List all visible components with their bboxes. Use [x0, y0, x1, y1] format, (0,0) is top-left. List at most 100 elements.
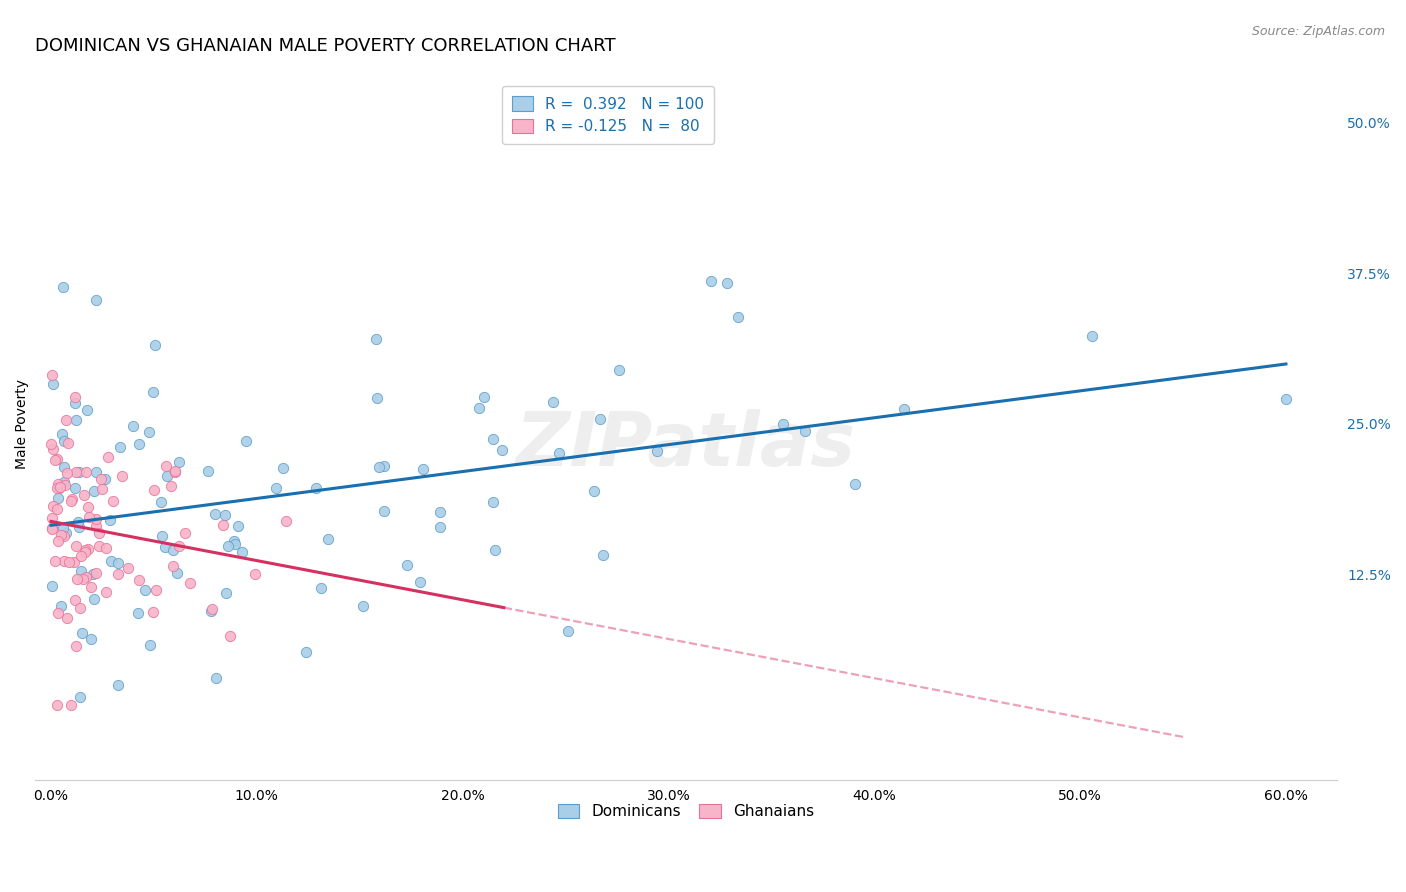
- Point: [645, 444, 668, 458]
- Point: [90, 471, 112, 485]
- Point: [231, 545, 253, 559]
- Point: [226, 518, 249, 533]
- Point: [56, 610, 79, 624]
- Point: [41, 436, 63, 450]
- Point: [65, 413, 87, 427]
- Point: [366, 392, 388, 406]
- Point: [62, 555, 84, 569]
- Point: [142, 483, 165, 497]
- Point: [204, 508, 226, 522]
- Point: [107, 678, 129, 692]
- Point: [41, 521, 63, 535]
- Point: [46, 607, 69, 621]
- Point: [412, 462, 434, 476]
- Point: [55, 526, 77, 541]
- Y-axis label: Male Poverty: Male Poverty: [15, 379, 30, 469]
- Point: [41, 499, 63, 513]
- Point: [63, 592, 86, 607]
- Point: [46, 698, 69, 713]
- Point: [122, 418, 145, 433]
- Point: [482, 495, 505, 509]
- Point: [66, 572, 89, 586]
- Point: [63, 396, 86, 410]
- Point: [72, 572, 94, 586]
- Point: [65, 465, 87, 479]
- Point: [46, 502, 69, 516]
- Point: [582, 483, 605, 498]
- Point: [69, 690, 91, 705]
- Point: [295, 645, 318, 659]
- Point: [41, 368, 63, 382]
- Point: [142, 605, 165, 619]
- Point: [65, 540, 87, 554]
- Point: [84, 512, 107, 526]
- Point: [52, 520, 75, 534]
- Point: [589, 411, 612, 425]
- Point: [219, 629, 242, 643]
- Point: [69, 549, 91, 563]
- Point: [150, 529, 173, 543]
- Point: [59, 698, 82, 713]
- Point: [169, 455, 191, 469]
- Point: [58, 555, 80, 569]
- Point: [224, 537, 246, 551]
- Point: [1081, 329, 1104, 343]
- Point: [73, 488, 96, 502]
- Point: [117, 561, 139, 575]
- Point: [484, 542, 506, 557]
- Point: [49, 480, 72, 494]
- Point: [100, 554, 122, 568]
- Point: [41, 579, 63, 593]
- Point: [468, 401, 491, 416]
- Point: [98, 513, 121, 527]
- Point: [541, 394, 564, 409]
- Point: [716, 277, 738, 291]
- Point: [75, 570, 97, 584]
- Point: [53, 434, 76, 448]
- Point: [44, 452, 66, 467]
- Point: [76, 403, 98, 417]
- Point: [49, 599, 72, 613]
- Point: [83, 483, 105, 498]
- Point: [700, 274, 723, 288]
- Point: [84, 566, 107, 581]
- Point: [162, 559, 184, 574]
- Point: [145, 582, 167, 597]
- Point: [201, 602, 224, 616]
- Text: Source: ZipAtlas.com: Source: ZipAtlas.com: [1251, 25, 1385, 38]
- Point: [156, 468, 179, 483]
- Point: [1275, 392, 1298, 406]
- Text: DOMINICAN VS GHANAIAN MALE POVERTY CORRELATION CHART: DOMINICAN VS GHANAIAN MALE POVERTY CORRE…: [35, 37, 616, 55]
- Point: [46, 477, 69, 491]
- Point: [41, 522, 63, 536]
- Point: [727, 310, 749, 324]
- Point: [174, 526, 197, 541]
- Point: [309, 582, 332, 596]
- Point: [844, 477, 866, 491]
- Point: [607, 362, 630, 376]
- Point: [67, 520, 90, 534]
- Point: [77, 542, 100, 557]
- Point: [111, 468, 134, 483]
- Point: [107, 556, 129, 570]
- Point: [110, 440, 132, 454]
- Point: [304, 481, 326, 495]
- Point: [82, 567, 104, 582]
- Point: [75, 543, 97, 558]
- Point: [409, 575, 432, 590]
- Point: [80, 632, 103, 646]
- Point: [67, 465, 90, 479]
- Point: [46, 452, 69, 467]
- Point: [557, 624, 579, 639]
- Point: [55, 413, 77, 427]
- Point: [165, 464, 187, 478]
- Point: [235, 434, 257, 448]
- Point: [103, 493, 125, 508]
- Point: [83, 592, 105, 607]
- Point: [107, 566, 129, 581]
- Point: [53, 477, 76, 491]
- Point: [138, 425, 160, 439]
- Point: [772, 417, 794, 431]
- Point: [245, 566, 267, 581]
- Point: [87, 526, 110, 541]
